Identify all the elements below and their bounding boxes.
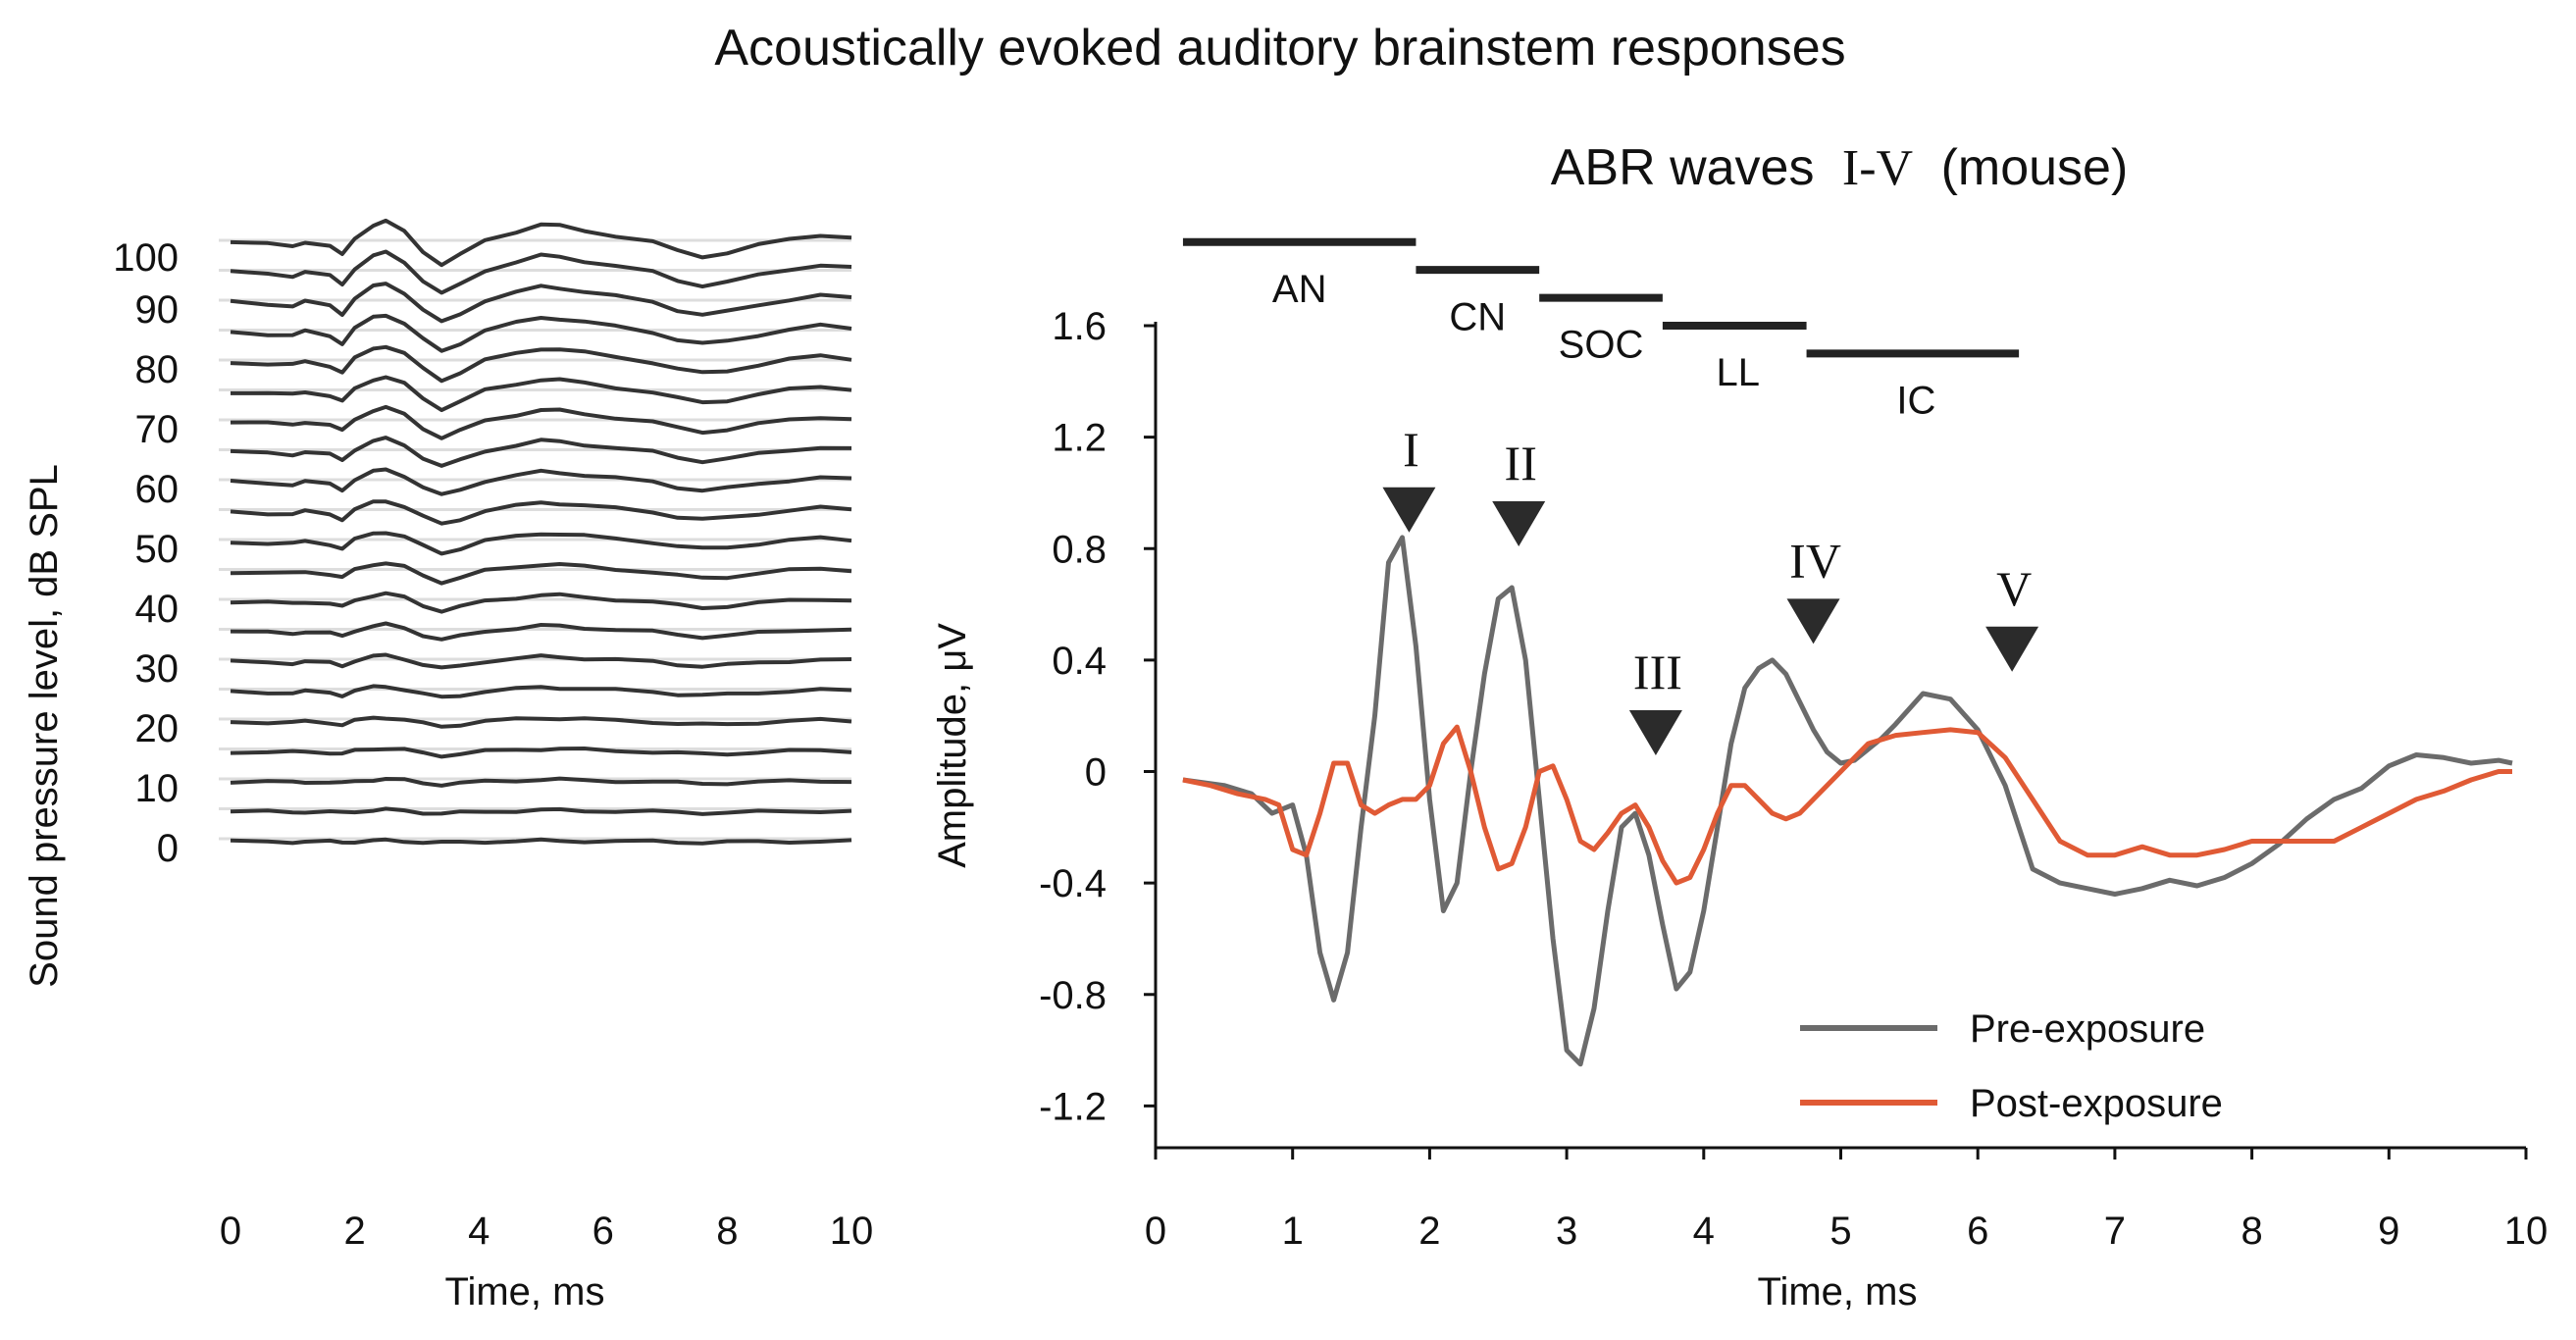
right-x-tick-label: 7 [2104, 1210, 2126, 1253]
x-axis: 0 2 4 6 8 10 [220, 1210, 873, 1253]
abr-trace [230, 747, 852, 759]
left-y-tick-label: 30 [135, 647, 180, 691]
abr-trace [230, 837, 852, 846]
right-x-axis-label: Time, ms [1758, 1270, 1918, 1314]
wave-marker-triangle [1786, 598, 1840, 644]
right-y-tick-label: 1.6 [1052, 305, 1107, 348]
wave-label: V [1996, 561, 2032, 616]
abr-trace-group [230, 218, 852, 846]
abr-waves-chart: ABR waves I-V (mouse) AN CN SOC LL IC 1.6 1.2… [931, 139, 2548, 1314]
legend: Pre-exposure Post-exposure [1800, 1007, 2223, 1125]
left-y-tick-label: 100 [113, 236, 179, 280]
pre-exposure-line [1182, 535, 2513, 1067]
right-y-tick-label: 0.8 [1052, 528, 1107, 571]
left-x-tick-label: 6 [592, 1210, 614, 1253]
wave-marker-triangle [1628, 710, 1682, 756]
left-x-tick-label: 4 [468, 1210, 489, 1253]
abr-trace [230, 282, 852, 324]
title-main: ABR waves [1551, 139, 1815, 196]
abr-trace [230, 249, 852, 295]
left-y-tick-label: 60 [135, 468, 180, 511]
abr-trace [230, 218, 852, 268]
abr-trace [230, 375, 852, 413]
left-y-tick-label: 0 [157, 827, 179, 870]
wave-marker-triangle [1985, 626, 2039, 672]
right-y-tick-label: -0.8 [1039, 974, 1107, 1017]
left-x-tick-label: 8 [716, 1210, 738, 1253]
right-x-tick-label: 2 [1418, 1210, 1440, 1253]
right-x-tick-label: 3 [1556, 1210, 1577, 1253]
left-x-tick-label: 2 [343, 1210, 365, 1253]
right-y-axis: 1.6 1.2 0.8 0.4 0 -0.4 -0.8 -1.2 [1039, 305, 1158, 1148]
right-chart-title: ABR waves I-V (mouse) [1551, 139, 2129, 196]
wave-label: II [1505, 436, 1537, 490]
region-label: SOC [1559, 324, 1644, 367]
wave-marker-triangle [1492, 500, 1546, 546]
figure-title: Acoustically evoked auditory brainstem r… [714, 20, 1845, 77]
left-x-tick-label: 10 [830, 1210, 874, 1253]
abr-trace [230, 313, 852, 353]
right-x-tick-label: 10 [2504, 1210, 2549, 1253]
left-x-axis-label: Time, ms [445, 1270, 605, 1314]
abr-trace [230, 621, 852, 642]
left-y-tick-label: 10 [135, 767, 180, 810]
legend-label: Pre-exposure [1970, 1007, 2205, 1051]
right-x-tick-label: 5 [1829, 1210, 1851, 1253]
legend-label: Post-exposure [1970, 1082, 2223, 1125]
abr-trace [230, 344, 852, 384]
region-label: IC [1896, 380, 1935, 423]
right-x-tick-label: 8 [2241, 1210, 2262, 1253]
wave-label: I [1403, 422, 1419, 477]
abr-trace [230, 776, 852, 788]
abr-trace [230, 684, 852, 699]
left-y-tick-label: 80 [135, 348, 180, 391]
series-lines [1182, 535, 2513, 1067]
abr-trace [230, 561, 852, 586]
title-numerals: I-V [1842, 140, 1913, 196]
right-x-tick-label: 6 [1967, 1210, 1988, 1253]
abr-trace [230, 715, 852, 729]
right-y-axis-label: Amplitude, μV [931, 623, 974, 868]
title-tail: (mouse) [1941, 139, 2129, 196]
abr-trace [230, 806, 852, 816]
region-label: LL [1716, 351, 1760, 394]
wave-label: IV [1789, 533, 1841, 588]
right-y-tick-label: -1.2 [1039, 1085, 1107, 1128]
abr-trace [230, 467, 852, 496]
right-x-axis: 0 1 2 3 4 5 6 7 8 9 10 [1145, 1146, 2549, 1253]
right-y-tick-label: 0 [1085, 751, 1107, 795]
region-label: CN [1449, 295, 1506, 338]
left-x-tick-label: 0 [220, 1210, 241, 1253]
left-y-tick-label: 50 [135, 528, 180, 571]
abr-trace [230, 591, 852, 614]
wave-label: III [1633, 644, 1682, 699]
left-y-tick-label: 70 [135, 408, 180, 451]
abr-trace [230, 499, 852, 526]
left-y-tick-label: 20 [135, 707, 180, 750]
right-x-tick-label: 4 [1693, 1210, 1715, 1253]
right-y-tick-label: -0.4 [1039, 862, 1107, 905]
abr-trace [230, 404, 852, 440]
wave-marker-triangle [1382, 487, 1436, 533]
left-y-tick-label: 40 [135, 588, 180, 631]
post-exposure-line [1182, 724, 2512, 886]
left-y-axis-label: Sound pressure level, dB SPL [23, 464, 66, 988]
left-y-tick-label: 90 [135, 288, 180, 332]
region-label: AN [1272, 268, 1327, 311]
abr-trace [230, 531, 852, 556]
right-y-tick-label: 1.2 [1052, 417, 1107, 460]
region-bars: AN CN SOC LL IC [1182, 237, 2020, 423]
right-x-tick-label: 1 [1282, 1210, 1304, 1253]
right-x-tick-label: 9 [2378, 1210, 2399, 1253]
right-x-tick-label: 0 [1145, 1210, 1166, 1253]
right-y-tick-label: 0.4 [1052, 640, 1107, 683]
abr-trace [230, 652, 852, 670]
abr-trace [230, 436, 852, 468]
